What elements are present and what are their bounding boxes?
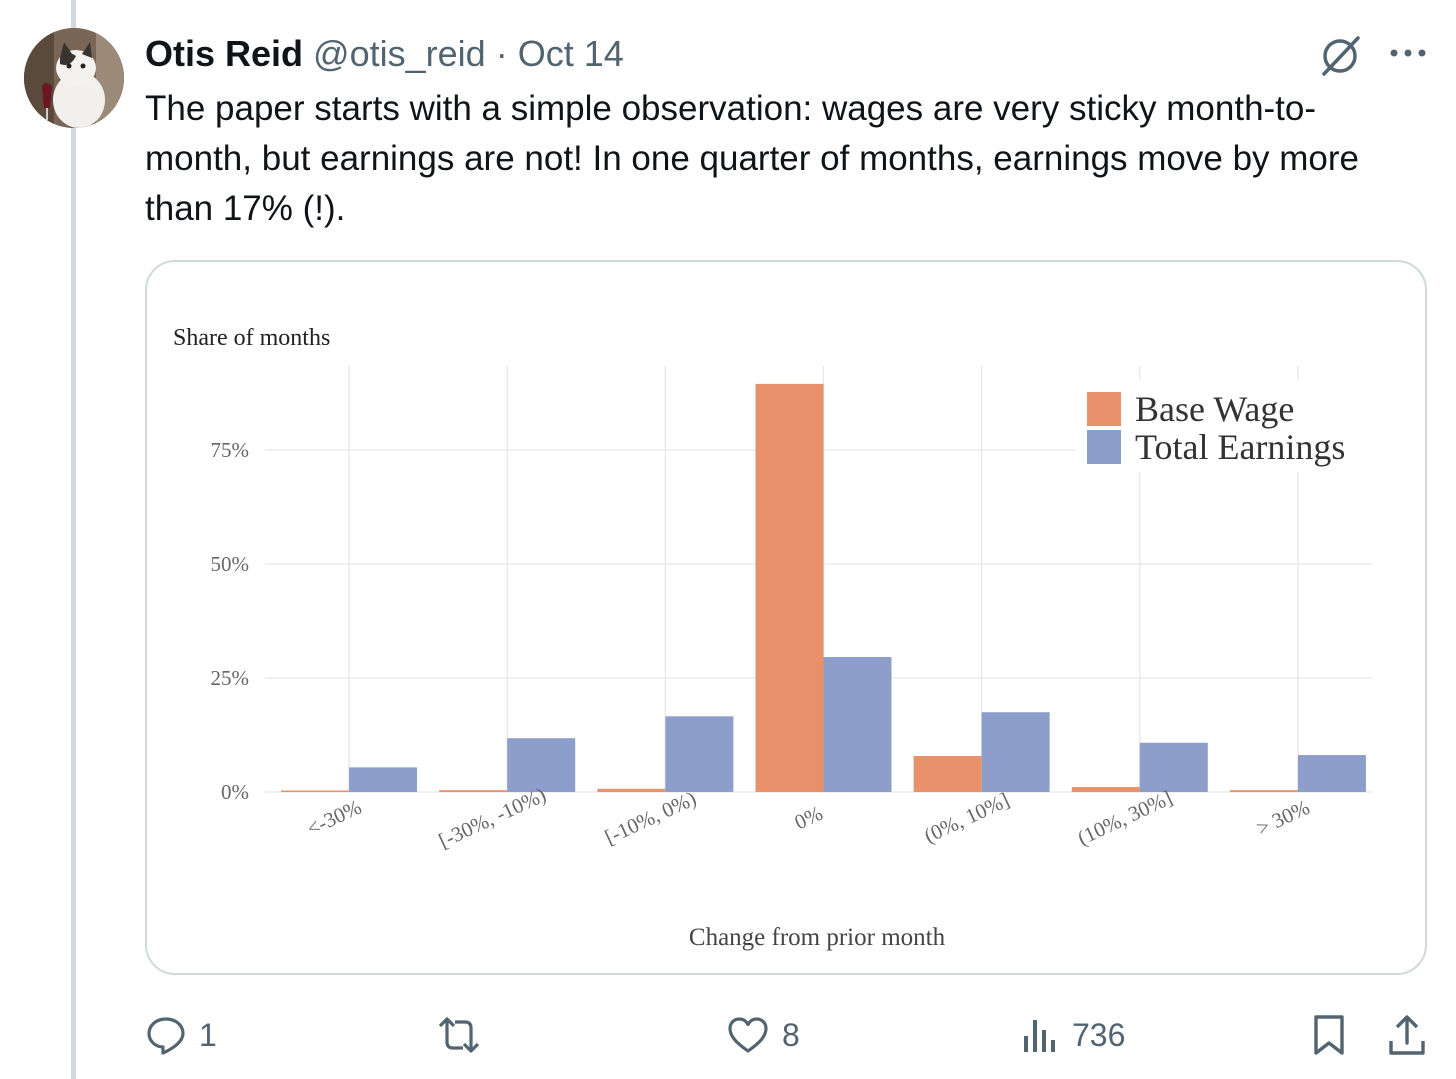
y-tick-label: 50% xyxy=(211,552,250,576)
share-icon xyxy=(1389,1015,1425,1055)
reply-icon xyxy=(147,1017,185,1055)
bar-total-earnings xyxy=(349,767,418,792)
tweet-header: Otis Reid @otis_reid · Oct 14 xyxy=(145,32,624,76)
views-icon xyxy=(1024,1020,1055,1052)
author-handle[interactable]: @otis_reid xyxy=(313,33,486,74)
y-tick-label: 0% xyxy=(221,780,249,804)
action-bar: 1 8 736 xyxy=(0,1005,1456,1065)
meta-separator: · xyxy=(495,33,508,74)
bar-base-wage xyxy=(439,790,508,792)
like-button[interactable]: 8 xyxy=(726,1005,800,1065)
bar-base-wage xyxy=(1229,790,1298,792)
bookmark-icon xyxy=(1314,1015,1344,1055)
bar-base-wage xyxy=(755,383,824,792)
tweet-media-card[interactable]: 0% 25% 50% 75% <-30% [-30%, -10%) [-10%, 0%) 0%… xyxy=(145,260,1427,975)
more-icon[interactable] xyxy=(1386,40,1430,66)
y-tick-label: 25% xyxy=(211,666,250,690)
bar-total-earnings xyxy=(1297,755,1366,792)
views-count: 736 xyxy=(1072,1016,1126,1053)
author-name[interactable]: Otis Reid xyxy=(145,33,304,74)
bar-total-earnings xyxy=(507,738,576,792)
bar-base-wage xyxy=(281,790,350,792)
legend-swatch xyxy=(1087,430,1121,464)
legend-background xyxy=(1075,380,1375,472)
x-tick-label: (0%, 10%] xyxy=(920,788,1013,848)
retweet-button[interactable] xyxy=(436,1005,494,1065)
like-icon xyxy=(728,1017,768,1053)
bar-total-earnings xyxy=(823,657,892,792)
x-tick-label: (10%, 30%] xyxy=(1074,785,1176,850)
y-axis-title: Share of months xyxy=(173,325,330,351)
bar-total-earnings xyxy=(665,716,734,792)
bar-base-wage xyxy=(913,755,982,792)
x-tick-label: > 30% xyxy=(1253,795,1314,840)
reply-button[interactable]: 1 xyxy=(145,1005,217,1065)
bookmark-button[interactable] xyxy=(1310,1005,1348,1065)
bar-base-wage xyxy=(1071,786,1140,792)
bar-total-earnings xyxy=(1139,742,1208,792)
legend-label: Total Earnings xyxy=(1135,427,1345,467)
x-tick-label: <-30% xyxy=(303,795,365,841)
retweet-icon xyxy=(438,1017,480,1053)
views-button[interactable]: 736 xyxy=(1020,1005,1125,1065)
bar-chart: 0% 25% 50% 75% <-30% [-30%, -10%) [-10%, 0%) 0%… xyxy=(173,325,1375,951)
tweet-date[interactable]: Oct 14 xyxy=(517,33,624,74)
avatar[interactable] xyxy=(24,28,124,128)
avatar-image xyxy=(24,28,124,128)
x-axis-title: Change from prior month xyxy=(689,924,946,951)
y-tick-label: 75% xyxy=(211,438,250,462)
grok-icon[interactable] xyxy=(1318,32,1364,78)
x-tick-label: 0% xyxy=(791,801,827,835)
bar-total-earnings xyxy=(981,712,1050,792)
like-count: 8 xyxy=(782,1016,800,1053)
legend-label: Base Wage xyxy=(1135,389,1294,429)
reply-count: 1 xyxy=(199,1016,217,1053)
tweet-text: The paper starts with a simple observati… xyxy=(145,89,1360,228)
legend-swatch xyxy=(1087,392,1121,426)
thread-line xyxy=(71,0,76,1079)
bar-base-wage xyxy=(597,788,666,792)
share-button[interactable] xyxy=(1386,1005,1428,1065)
x-tick-label: [-30%, -10%) xyxy=(435,782,550,853)
x-tick-label: [-10%, 0%) xyxy=(601,786,700,849)
